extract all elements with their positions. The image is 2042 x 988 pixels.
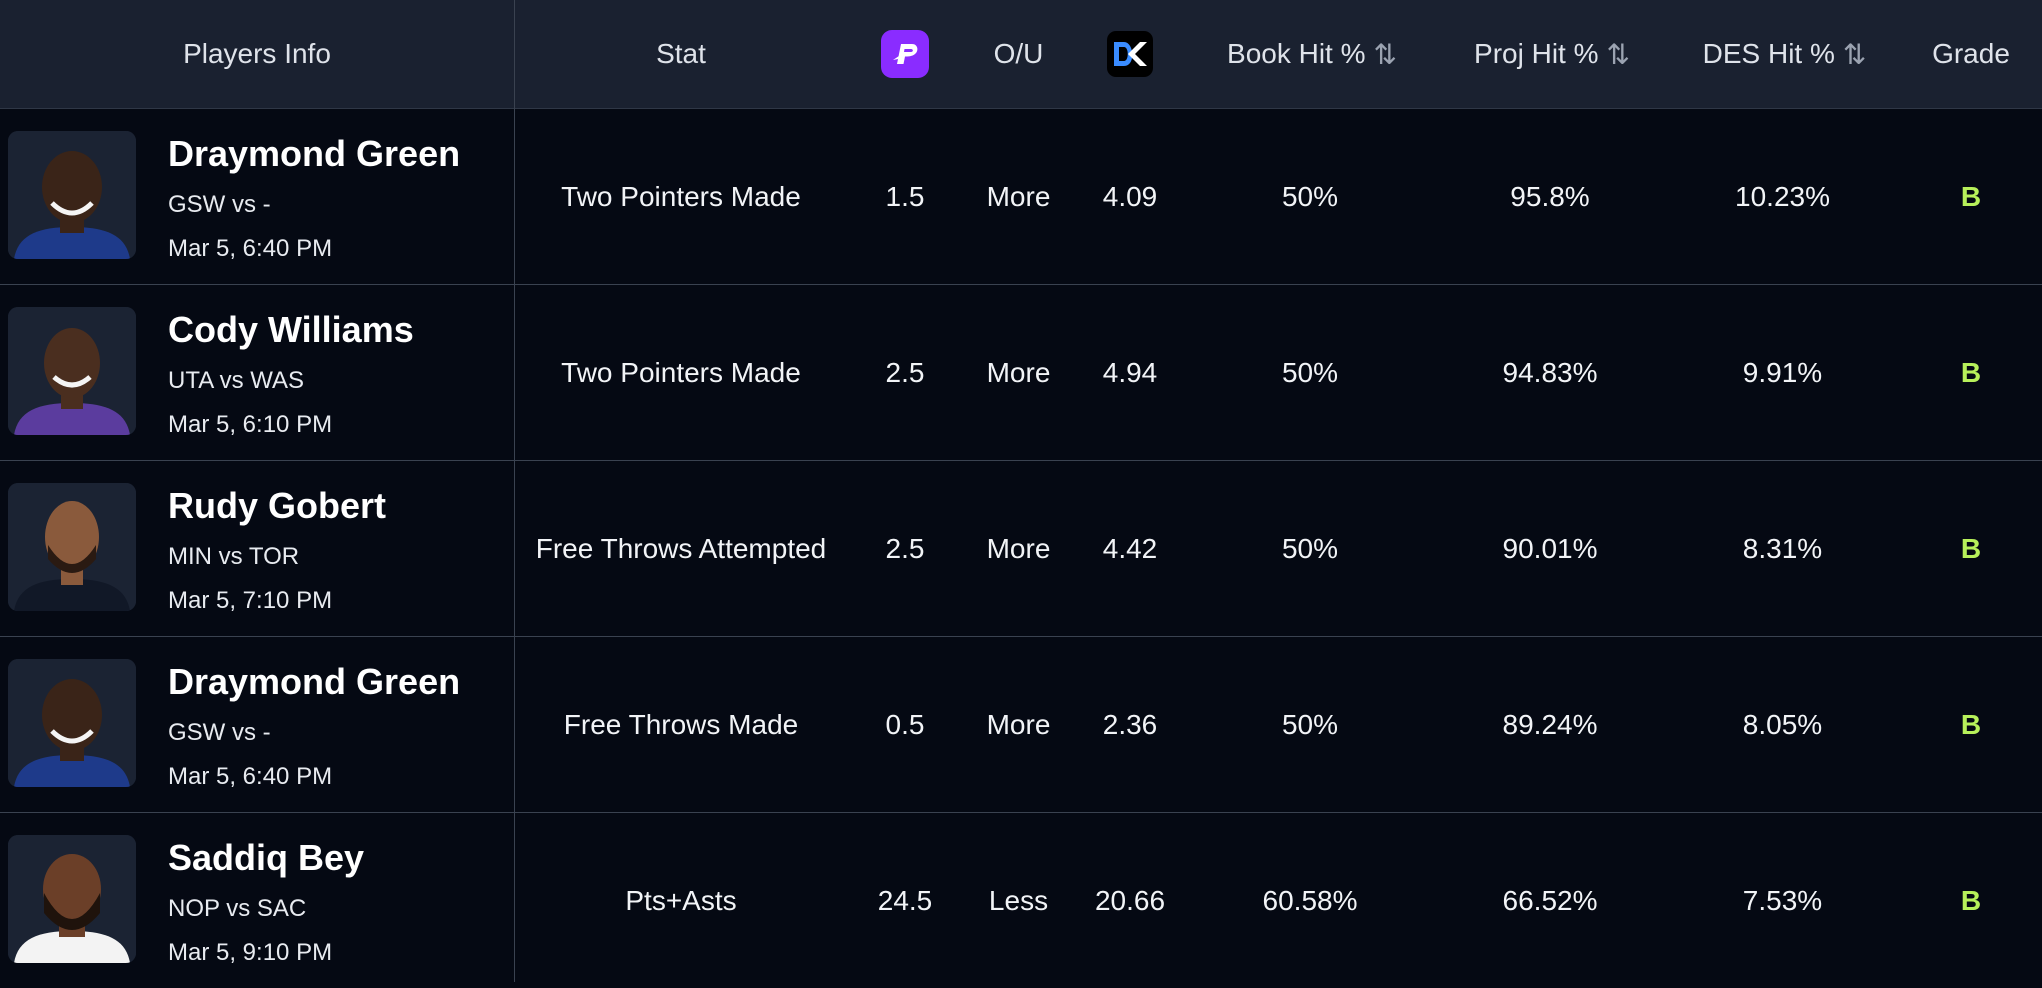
stat-cell: Pts+Asts [625, 884, 737, 916]
player-avatar [8, 835, 136, 963]
player-game-time: Mar 5, 6:40 PM [168, 763, 333, 790]
proj-hit-cell: 90.01% [1502, 532, 1598, 564]
sort-icon[interactable]: ⇅ [1373, 38, 1398, 70]
book-hit-cell: 50% [1281, 180, 1339, 212]
header-draftkings-odds [1080, 0, 1180, 108]
des-hit-cell: 8.05% [1742, 708, 1823, 740]
table-row[interactable]: Cody Williams UTA vs WAS Mar 5, 6:10 PM … [0, 285, 2042, 461]
des-hit-cell: 8.31% [1742, 532, 1823, 564]
column-divider [514, 0, 515, 982]
player-name[interactable]: Draymond Green [168, 133, 461, 174]
player-avatar [8, 659, 136, 787]
sort-icon[interactable]: ⇅ [1606, 38, 1631, 70]
player-game: GSW vs - [168, 191, 271, 218]
player-avatar [8, 307, 136, 435]
header-stat: Stat [656, 38, 706, 69]
dk-odds-cell: 4.94 [1102, 356, 1158, 388]
player-game: GSW vs - [168, 719, 271, 746]
player-avatar [8, 483, 136, 611]
table-header: Players Info Stat O/U [0, 0, 2042, 109]
grade-cell: B [1960, 708, 1982, 740]
dk-odds-cell: 4.42 [1102, 532, 1158, 564]
draftkings-logo-icon [1107, 31, 1153, 77]
book-hit-cell: 50% [1281, 532, 1339, 564]
grade-cell: B [1960, 884, 1982, 916]
prizepicks-logo-icon [881, 30, 929, 78]
proj-hit-cell: 95.8% [1510, 180, 1590, 212]
player-name[interactable]: Cody Williams [168, 309, 414, 350]
header-prizepicks-line [855, 0, 955, 108]
grade-cell: B [1960, 532, 1982, 564]
des-hit-cell: 9.91% [1742, 356, 1823, 388]
line-cell: 24.5 [877, 884, 933, 916]
table-row[interactable]: Draymond Green GSW vs - Mar 5, 6:40 PM F… [0, 637, 2042, 813]
stat-cell: Two Pointers Made [561, 356, 801, 388]
line-cell: 0.5 [885, 708, 925, 740]
player-name[interactable]: Draymond Green [168, 661, 461, 702]
stat-cell: Free Throws Made [563, 708, 799, 740]
player-game-time: Mar 5, 6:10 PM [168, 411, 333, 438]
table-row[interactable]: Saddiq Bey NOP vs SAC Mar 5, 9:10 PM Pts… [0, 813, 2042, 988]
grade-cell: B [1960, 180, 1982, 212]
header-ou: O/U [993, 38, 1044, 69]
player-game: MIN vs TOR [168, 543, 300, 570]
player-game-time: Mar 5, 7:10 PM [168, 587, 333, 614]
proj-hit-cell: 66.52% [1502, 884, 1598, 916]
line-cell: 2.5 [885, 532, 925, 564]
ou-cell: More [986, 180, 1051, 212]
book-hit-cell: 50% [1281, 356, 1339, 388]
dk-odds-cell: 4.09 [1102, 180, 1158, 212]
book-hit-cell: 60.58% [1262, 884, 1358, 916]
player-game-time: Mar 5, 9:10 PM [168, 939, 333, 966]
player-game: NOP vs SAC [168, 895, 307, 922]
dk-odds-cell: 2.36 [1102, 708, 1158, 740]
player-avatar [8, 131, 136, 259]
proj-hit-cell: 94.83% [1502, 356, 1598, 388]
header-book-hit[interactable]: Book Hit % ⇅ [1227, 38, 1398, 70]
table-row[interactable]: Draymond Green GSW vs - Mar 5, 6:40 PM T… [0, 109, 2042, 285]
header-grade: Grade [1932, 38, 2010, 69]
line-cell: 1.5 [885, 180, 925, 212]
des-hit-cell: 10.23% [1735, 180, 1830, 212]
des-hit-cell: 7.53% [1742, 884, 1823, 916]
player-game-time: Mar 5, 6:40 PM [168, 235, 333, 262]
ou-cell: More [986, 708, 1051, 740]
line-cell: 2.5 [885, 356, 925, 388]
ou-cell: Less [988, 884, 1049, 916]
header-des-hit[interactable]: DES Hit % ⇅ [1702, 38, 1867, 70]
header-proj-hit[interactable]: Proj Hit % ⇅ [1474, 38, 1631, 70]
book-hit-cell: 50% [1281, 708, 1339, 740]
ou-cell: More [986, 356, 1051, 388]
player-game: UTA vs WAS [168, 367, 305, 394]
stat-cell: Two Pointers Made [561, 180, 801, 212]
grade-cell: B [1960, 356, 1982, 388]
player-name[interactable]: Rudy Gobert [168, 485, 387, 526]
player-name[interactable]: Saddiq Bey [168, 837, 365, 878]
ou-cell: More [986, 532, 1051, 564]
stat-cell: Free Throws Attempted [535, 532, 827, 564]
dk-odds-cell: 20.66 [1094, 884, 1166, 916]
sort-icon[interactable]: ⇅ [1842, 38, 1867, 70]
table-row[interactable]: Rudy Gobert MIN vs TOR Mar 5, 7:10 PM Fr… [0, 461, 2042, 637]
header-players-info: Players Info [183, 38, 331, 69]
proj-hit-cell: 89.24% [1502, 708, 1598, 740]
